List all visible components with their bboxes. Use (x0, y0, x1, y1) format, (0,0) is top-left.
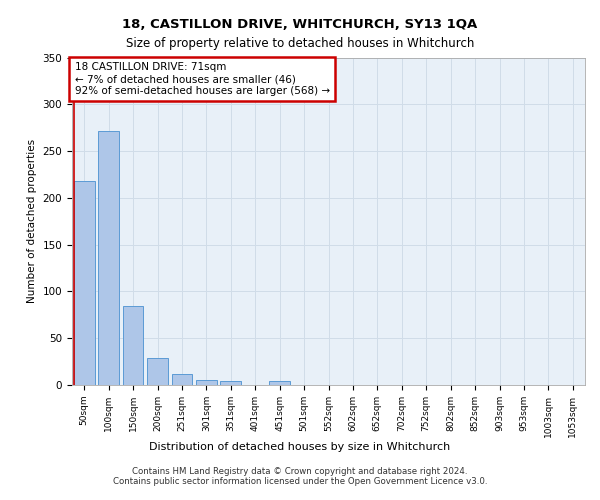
Bar (172, 374, 193, 385)
Bar (122, 306, 143, 385)
Text: Contains public sector information licensed under the Open Government Licence v3: Contains public sector information licen… (113, 477, 487, 486)
Text: Contains HM Land Registry data © Crown copyright and database right 2024.: Contains HM Land Registry data © Crown c… (132, 467, 468, 476)
Bar (147, 358, 168, 385)
Text: 18 CASTILLON DRIVE: 71sqm
← 7% of detached houses are smaller (46)
92% of semi-d: 18 CASTILLON DRIVE: 71sqm ← 7% of detach… (74, 62, 329, 96)
Bar (74, 181, 95, 385)
Bar (98, 132, 119, 385)
Y-axis label: Number of detached properties: Number of detached properties (27, 139, 37, 304)
Text: Distribution of detached houses by size in Whitchurch: Distribution of detached houses by size … (149, 442, 451, 452)
Text: 18, CASTILLON DRIVE, WHITCHURCH, SY13 1QA: 18, CASTILLON DRIVE, WHITCHURCH, SY13 1Q… (122, 18, 478, 30)
Bar (220, 382, 241, 385)
Bar (269, 382, 290, 385)
Bar (196, 380, 217, 385)
Text: Size of property relative to detached houses in Whitchurch: Size of property relative to detached ho… (126, 38, 474, 51)
